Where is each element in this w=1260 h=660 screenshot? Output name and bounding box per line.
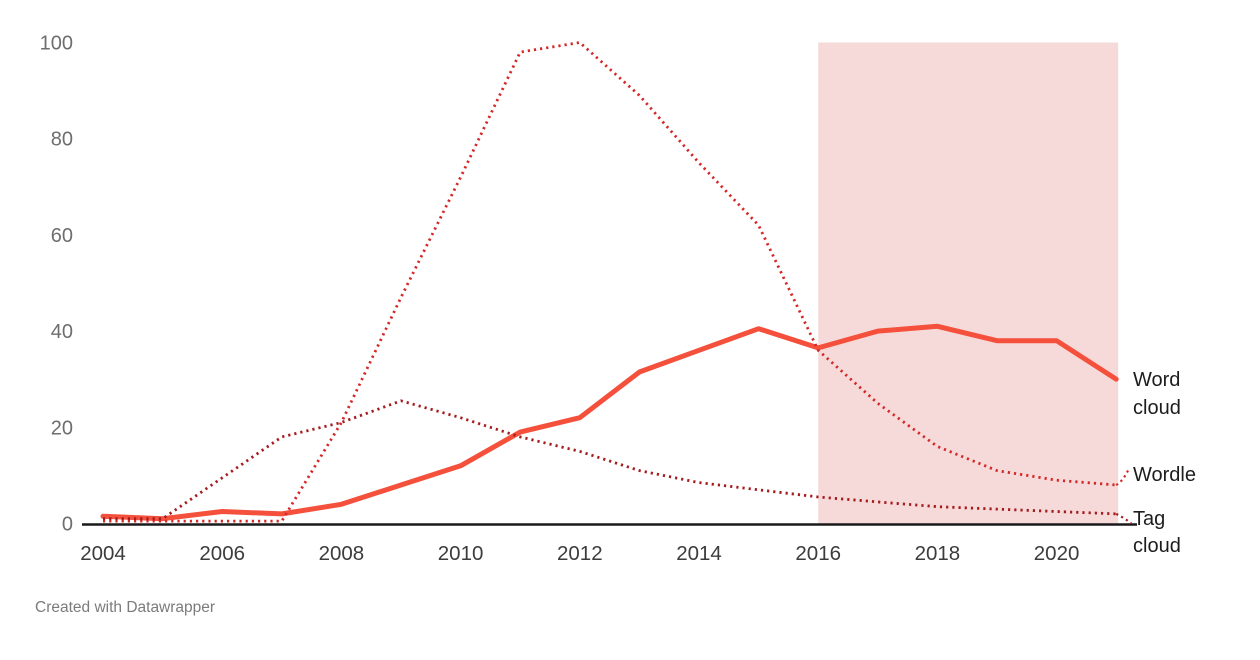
x-tick-label: 2012 (557, 542, 603, 565)
x-tick-label: 2008 (319, 542, 365, 565)
x-tick-label: 2018 (915, 542, 961, 565)
wordle-leader-line (1115, 468, 1130, 486)
y-tick-label: 60 (51, 225, 73, 247)
x-tick-label: 2014 (676, 542, 722, 565)
x-tick-label: 2020 (1034, 542, 1080, 565)
x-tick-label: 2004 (80, 542, 126, 565)
series-line-word-cloud (100, 323, 1119, 522)
highlight-region (818, 42, 1119, 524)
datawrapper-credit-link[interactable]: Created with Datawrapper (35, 599, 216, 616)
tag-cloud-leader-line (1115, 512, 1132, 525)
x-axis-labels: 2004 2006 2008 2010 2012 2014 2016 2018 2020 (80, 542, 1079, 565)
series-label-wordle: Wordle (1133, 464, 1196, 487)
series-line-wordle (103, 41, 1117, 523)
x-tick-label: 2010 (438, 542, 484, 565)
series-label-tag-cloud: Tag cloud (1133, 507, 1181, 558)
y-tick-label: 100 (40, 33, 73, 55)
y-tick-label: 20 (51, 417, 73, 439)
y-axis-labels: 0 20 40 60 80 100 (40, 33, 73, 536)
x-tick-label: 2016 (795, 542, 841, 565)
label-leader-lines (1115, 468, 1132, 525)
series-lines (100, 41, 1119, 523)
series-line-tag-cloud (103, 399, 1117, 521)
y-tick-label: 0 (62, 514, 73, 536)
highlight-region-group (818, 42, 1119, 524)
series-label-word-cloud: Word cloud (1133, 369, 1181, 419)
x-tick-label: 2006 (199, 542, 245, 565)
y-tick-label: 80 (51, 129, 73, 151)
y-tick-label: 40 (51, 321, 73, 343)
